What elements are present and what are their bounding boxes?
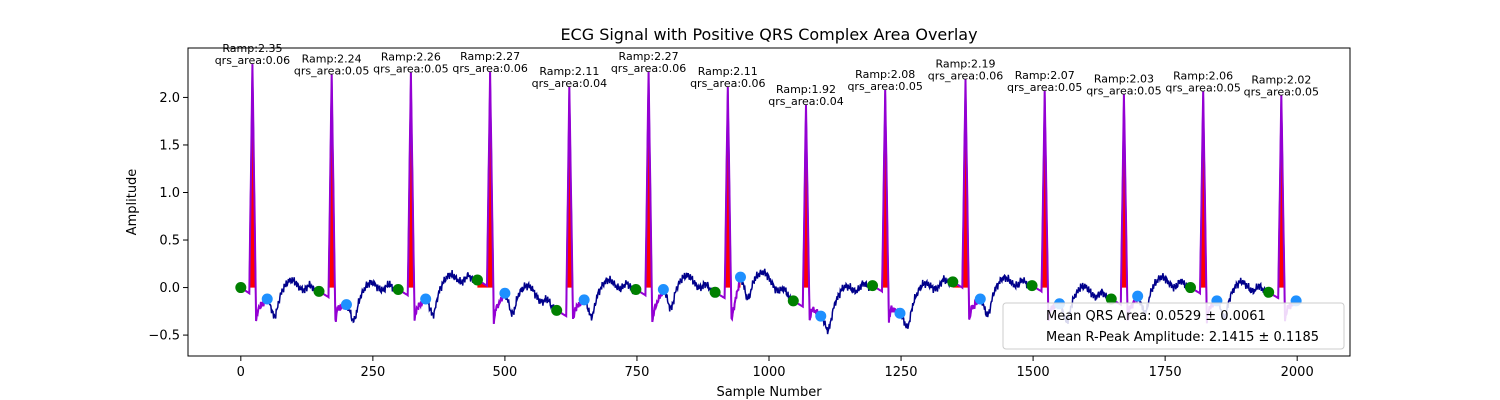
qrs-segment-line: [792, 104, 822, 321]
qrs-area-annotation: qrs_area:0.05: [294, 65, 369, 78]
qrs-onset-point: [947, 276, 959, 288]
legend-entry-mean-qrs-area: Mean QRS Area: 0.0529 ± 0.0061: [1046, 309, 1266, 324]
qrs-area-annotation: qrs_area:0.05: [1007, 81, 1082, 94]
x-tick-label: 0: [237, 365, 245, 380]
ramp-annotation: Ramp:2.07: [1015, 69, 1075, 82]
qrs-offset-point: [499, 287, 511, 299]
qrs-onset-point: [787, 295, 799, 307]
qrs-area-annotation: qrs_area:0.06: [928, 69, 1003, 82]
qrs-area-annotation: qrs_area:0.06: [611, 62, 686, 75]
qrs-area-annotation: qrs_area:0.05: [1244, 86, 1319, 99]
ramp-annotation: Ramp:2.35: [222, 42, 282, 55]
chart-title: ECG Signal with Positive QRS Complex Are…: [560, 25, 977, 44]
ramp-annotation: Ramp:2.08: [855, 68, 915, 81]
qrs-onset-point: [1105, 293, 1117, 305]
ramp-annotation: Ramp:2.27: [460, 50, 520, 63]
qrs-onset-point: [235, 282, 247, 294]
qrs-area-annotation: qrs_area:0.05: [1086, 85, 1161, 98]
qrs-area-annotation: qrs_area:0.05: [1165, 82, 1240, 95]
qrs-offset-point: [657, 283, 669, 295]
qrs-onset-point: [1263, 286, 1275, 298]
qrs-offset-point: [340, 299, 352, 311]
qrs-area-annotation: qrs_area:0.06: [215, 54, 290, 67]
qrs-onset-point: [709, 286, 721, 298]
x-tick-label: 500: [492, 365, 517, 380]
x-tick-label: 250: [360, 365, 385, 380]
ramp-annotation: Ramp:2.11: [698, 65, 758, 78]
qrs-onset-point: [1026, 280, 1038, 292]
y-tick-label: 2.0: [159, 91, 180, 106]
legend-box: [1002, 302, 1345, 350]
x-tick-label: 750: [625, 365, 650, 380]
qrs-offset-point: [1132, 290, 1144, 302]
qrs-onset-point: [313, 285, 325, 297]
qrs-offset-point: [815, 310, 827, 322]
ramp-annotation: Ramp:2.02: [1251, 74, 1311, 87]
qrs-onset-point: [392, 283, 404, 295]
x-tick-label: 1000: [752, 365, 785, 380]
legend-entry-mean-r-peak-amplitude: Mean R-Peak Amplitude: 2.1415 ± 0.1185: [1046, 330, 1319, 345]
qrs-offset-point: [734, 271, 746, 283]
ramp-annotation: Ramp:2.24: [302, 53, 362, 66]
qrs-offset-point: [261, 293, 273, 305]
legend: Mean QRS Area: 0.0529 ± 0.0061 Mean R-Pe…: [1002, 302, 1345, 350]
ramp-annotation: Ramp:2.06: [1173, 70, 1233, 83]
x-tick-label: 1250: [884, 365, 917, 380]
y-axis-label: Amplitude: [125, 169, 140, 236]
qrs-area-annotation: qrs_area:0.06: [452, 62, 527, 75]
qrs-area-annotation: qrs_area:0.05: [847, 80, 922, 93]
ramp-annotation: Ramp:2.03: [1094, 73, 1154, 86]
qrs-offset-point: [974, 293, 986, 305]
qrs-area-fill: [715, 87, 741, 288]
qrs-onset-point: [867, 280, 879, 292]
x-axis-label: Sample Number: [716, 385, 822, 400]
qrs-onset-point: [1184, 282, 1196, 294]
qrs-area-annotation: qrs_area:0.04: [768, 95, 843, 108]
x-tick-label: 1750: [1149, 365, 1182, 380]
qrs-area-fill: [1190, 91, 1217, 288]
y-tick-label: 1.5: [159, 138, 180, 153]
qrs-onset-point: [551, 304, 563, 316]
ramp-annotation: Ramp:2.11: [539, 65, 599, 78]
ramp-annotation: Ramp:1.92: [776, 83, 836, 96]
qrs-area-annotation: qrs_area:0.04: [532, 77, 607, 90]
qrs-offset-point: [420, 293, 432, 305]
ramp-annotation: Ramp:2.27: [619, 50, 679, 63]
plot-area: 0 250 500 750 1000 1250 1500 1750 2000 −0.5 0.0 0.5…: [148, 42, 1351, 380]
y-tick-label: −0.5: [148, 329, 180, 344]
y-tick-label: 1.0: [159, 186, 180, 201]
ramp-annotation: Ramp:2.26: [381, 51, 441, 64]
x-tick-label: 2000: [1281, 365, 1314, 380]
qrs-offset-point: [578, 294, 590, 306]
ramp-annotation: Ramp:2.19: [935, 57, 995, 70]
series-group: [235, 64, 1302, 335]
qrs-offset-point: [894, 307, 906, 319]
y-tick-label: 0.0: [159, 281, 180, 296]
qrs-area-annotation: qrs_area:0.06: [690, 77, 765, 90]
qrs-area-annotation: qrs_area:0.05: [373, 63, 448, 76]
y-tick-label: 0.5: [159, 234, 180, 249]
qrs-onset-point: [471, 274, 483, 286]
qrs-onset-point: [630, 283, 642, 295]
x-tick-label: 1500: [1017, 365, 1050, 380]
